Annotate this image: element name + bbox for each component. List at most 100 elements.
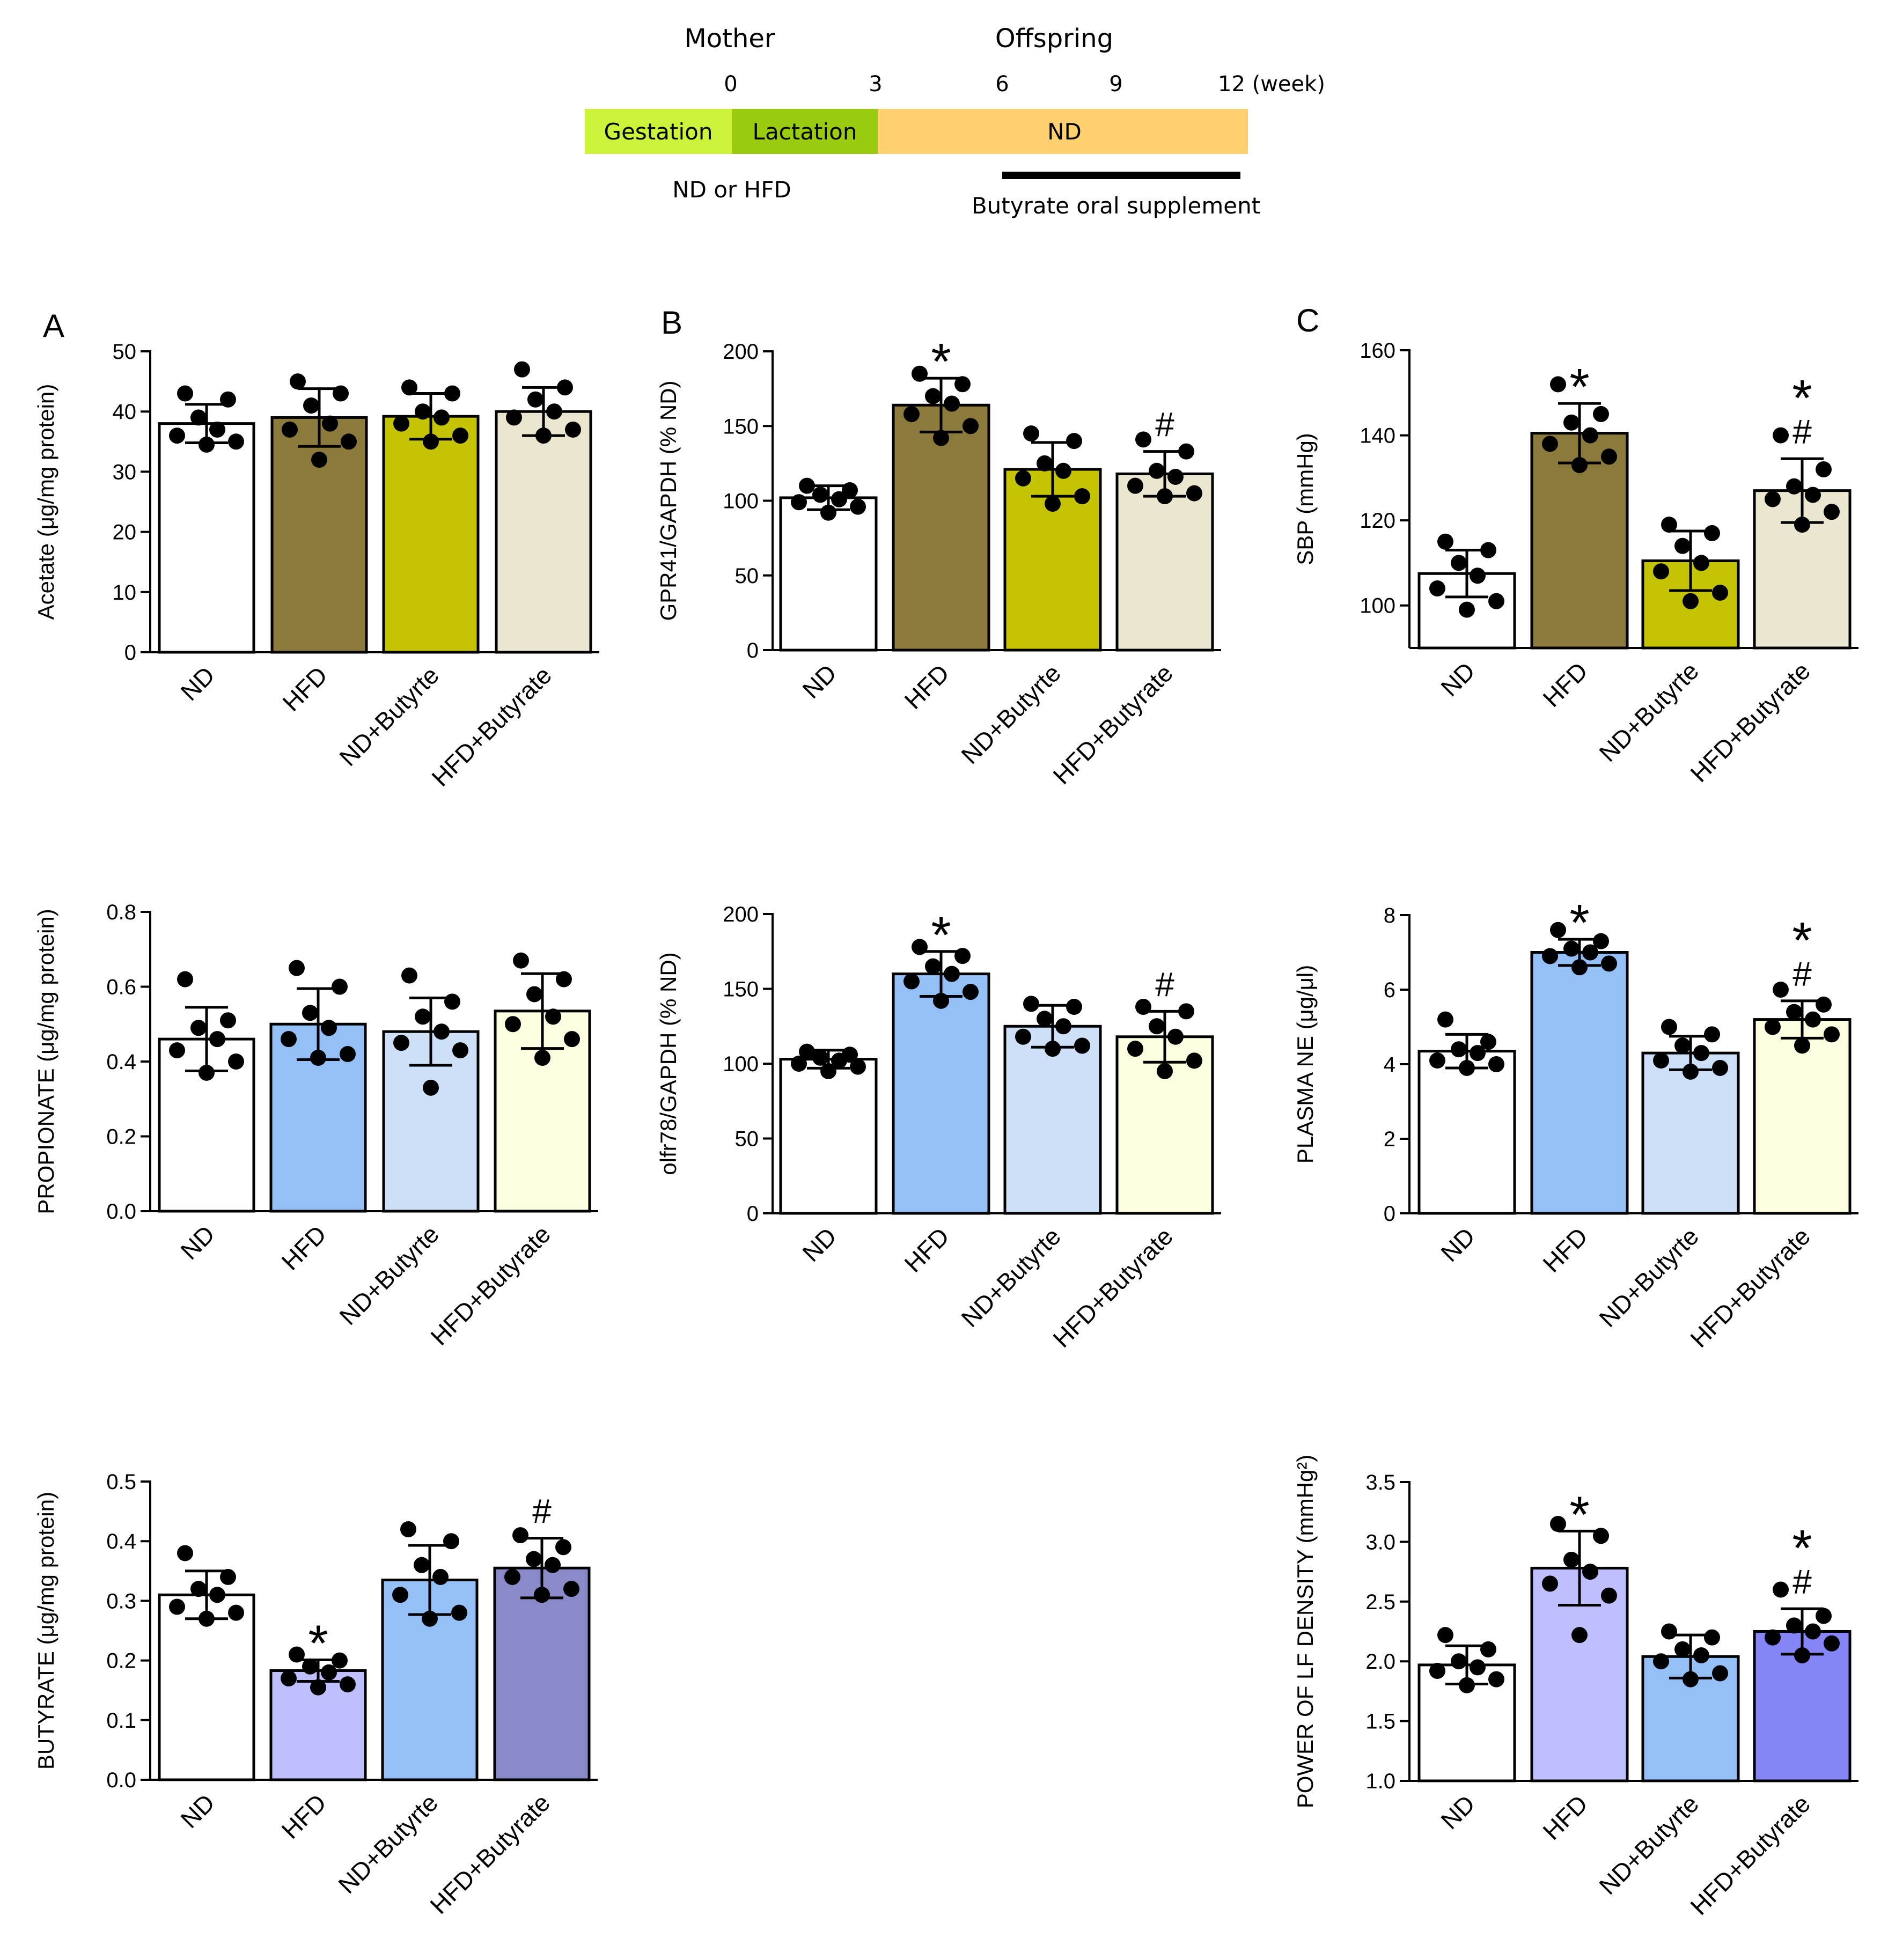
data-point <box>332 978 348 995</box>
data-point <box>1571 1627 1588 1644</box>
y-tick-label: 100 <box>723 490 759 513</box>
y-tick-label: 0 <box>124 641 136 665</box>
data-point <box>1773 1581 1789 1598</box>
data-point <box>400 1521 416 1537</box>
data-point <box>1023 425 1039 442</box>
y-tick-label: 0 <box>1384 1202 1395 1226</box>
data-point <box>1593 1528 1609 1544</box>
data-point <box>177 385 193 402</box>
y-tick-label: 3.5 <box>1365 1471 1395 1494</box>
category-label: ND+Butyrte <box>1593 657 1704 767</box>
data-point <box>1816 461 1832 477</box>
data-point <box>1794 1647 1810 1664</box>
y-tick-label: 1.0 <box>1365 1770 1395 1793</box>
category-label: HFD <box>1537 1789 1593 1845</box>
data-point <box>512 1527 528 1544</box>
data-point <box>925 958 941 975</box>
data-point <box>1786 1617 1802 1634</box>
data-point <box>812 487 828 503</box>
data-point <box>443 1533 459 1550</box>
data-point <box>1480 1034 1496 1050</box>
data-point <box>1683 593 1699 609</box>
data-point <box>303 397 319 414</box>
data-point <box>1805 1623 1821 1640</box>
data-point <box>415 1008 431 1025</box>
data-point <box>842 482 858 499</box>
data-point <box>1066 433 1082 450</box>
panel-letter-b: B <box>661 305 682 341</box>
data-point <box>1178 1003 1194 1020</box>
bar <box>779 1058 878 1215</box>
bar <box>1417 1050 1516 1215</box>
category-label: ND+Butyrte <box>1593 1789 1704 1900</box>
data-point <box>1542 1575 1558 1592</box>
data-point <box>451 1604 467 1621</box>
y-tick-label: 50 <box>735 1128 759 1151</box>
data-point <box>912 939 928 955</box>
data-point <box>1437 1627 1453 1644</box>
data-point <box>432 1568 449 1585</box>
data-point <box>1429 1663 1445 1679</box>
data-point <box>1571 457 1588 474</box>
y-axis-label: BUTYRATE (μg/mg protein) <box>33 1492 58 1770</box>
y-tick-label: 2 <box>1384 1128 1395 1151</box>
data-point <box>850 1058 866 1075</box>
data-point <box>954 948 971 964</box>
y-tick-label: 0.2 <box>106 1125 136 1149</box>
data-point <box>228 433 244 450</box>
data-point <box>791 494 807 511</box>
timeline: Mother Offspring 0 3 6 9 12 (week) Gesta… <box>585 24 1325 219</box>
category-label: HFD+Butyrate <box>1685 1789 1816 1920</box>
data-point <box>423 1079 439 1096</box>
data-point <box>169 428 185 444</box>
y-axis-label: PROPIONATE (μg/mg protein) <box>33 909 58 1214</box>
data-point <box>310 1679 326 1696</box>
data-point <box>452 1042 468 1059</box>
data-point <box>1550 376 1566 393</box>
data-point <box>220 1012 236 1029</box>
data-point <box>1480 542 1496 558</box>
significance-star: * <box>1569 358 1589 416</box>
data-point <box>546 403 562 420</box>
significance-star: * <box>1792 370 1812 427</box>
category-label: HFD <box>276 1220 332 1276</box>
category-label: ND <box>1435 657 1480 702</box>
data-point <box>505 1016 521 1033</box>
timeline-lactation-label: Lactation <box>753 119 857 145</box>
butyrate-chart: 0.0 0.1 0.2 0.3 0.4 0.5 BUTYRATE (μg/mg protei… <box>33 1470 598 1919</box>
y-tick-label: 200 <box>723 340 759 364</box>
data-point <box>228 1053 244 1070</box>
gpr41-chart: 0 50 100 150 200 GPR41/GAPDH (% ND) ND HFD * ND+B… <box>656 333 1221 790</box>
data-point <box>1157 1063 1173 1079</box>
y-tick-label: 0.4 <box>106 1530 136 1553</box>
data-point <box>933 992 949 1009</box>
data-point <box>1470 1659 1486 1676</box>
bar <box>892 972 990 1215</box>
category-label: HFD <box>899 1222 954 1278</box>
data-point <box>1437 1011 1453 1028</box>
y-tick-label: 0 <box>747 639 759 662</box>
category-label: ND <box>1435 1789 1480 1834</box>
data-point <box>556 971 572 988</box>
y-tick-label: 1.5 <box>1365 1710 1395 1734</box>
data-point <box>1582 1564 1598 1580</box>
timeline-supplement-note: Butyrate oral supplement <box>972 193 1260 219</box>
data-point <box>513 952 529 969</box>
significance-hash: # <box>1793 412 1812 451</box>
data-point <box>228 1604 244 1621</box>
y-tick-label: 100 <box>723 1052 759 1076</box>
data-point <box>1805 1011 1821 1028</box>
significance-star: * <box>308 1615 328 1672</box>
category-label: HFD+Butyrate <box>1685 657 1816 787</box>
category-label: ND+Butyrte <box>956 659 1066 769</box>
y-tick-label: 3.0 <box>1365 1530 1395 1554</box>
data-point <box>545 1557 561 1573</box>
bar <box>1003 1025 1102 1215</box>
data-point <box>545 1008 561 1025</box>
data-point <box>341 433 357 450</box>
data-point <box>791 1056 807 1072</box>
data-point <box>1582 427 1598 444</box>
data-point <box>1765 1019 1781 1035</box>
category-label: HFD <box>899 659 954 714</box>
data-point <box>1794 1037 1810 1054</box>
